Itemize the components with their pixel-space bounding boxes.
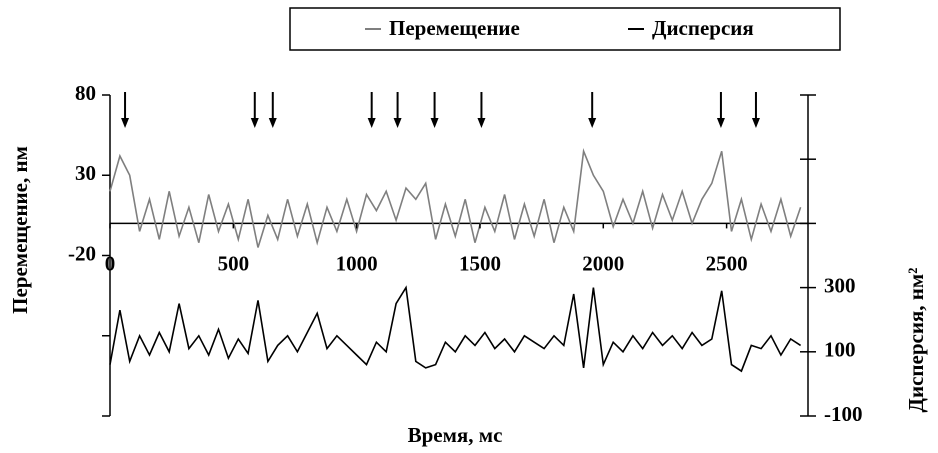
x-tick-label: 0 xyxy=(105,251,116,275)
y-axis-label: Перемещение, нм xyxy=(8,146,32,314)
event-arrowhead xyxy=(268,118,277,128)
event-arrowhead xyxy=(367,118,376,128)
y-tick-label: -20 xyxy=(68,241,96,265)
x-axis-label: Время, мс xyxy=(408,423,503,447)
series-line xyxy=(109,285,802,373)
event-arrowhead xyxy=(477,118,486,128)
x-tick-label: 500 xyxy=(218,251,250,275)
x-tick-label: 2500 xyxy=(706,251,748,275)
legend-label: Перемещение xyxy=(389,16,520,40)
series-line xyxy=(109,148,802,248)
y2-tick-label: 100 xyxy=(824,338,856,362)
x-tick-label: 1500 xyxy=(459,251,501,275)
y-tick-label: 80 xyxy=(75,81,96,105)
event-arrowhead xyxy=(250,118,259,128)
event-arrowhead xyxy=(121,118,130,128)
y-tick-label: 30 xyxy=(75,161,96,185)
event-arrowhead xyxy=(716,118,725,128)
legend-box xyxy=(289,7,841,51)
y2-tick-label: -100 xyxy=(824,402,863,426)
x-tick-label: 1000 xyxy=(336,251,378,275)
event-arrowhead xyxy=(751,118,760,128)
event-arrowhead xyxy=(588,118,597,128)
x-tick-label: 2000 xyxy=(582,251,624,275)
event-arrowhead xyxy=(393,118,402,128)
y2-tick-label: 300 xyxy=(824,273,856,297)
event-arrowhead xyxy=(430,118,439,128)
y2-axis-label: Дисперсия, нм² xyxy=(904,268,928,413)
legend-label: Дисперсия xyxy=(652,16,754,40)
